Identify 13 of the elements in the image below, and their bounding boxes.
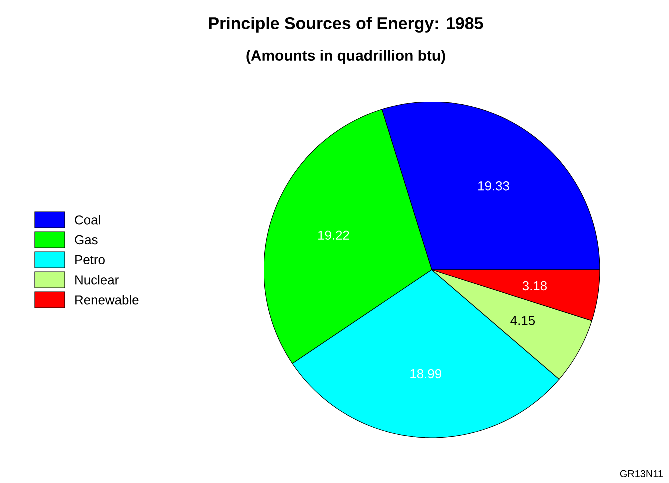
data-label: 18.99 xyxy=(410,369,442,379)
data-label: 19.22 xyxy=(318,230,350,240)
data-label: 4.15 xyxy=(510,316,536,326)
legend-label: Coal xyxy=(75,215,100,225)
data-label: 19.33 xyxy=(478,182,510,191)
legend-label: Nuclear xyxy=(76,275,119,285)
text: GR13N11 xyxy=(620,470,664,478)
legend-label: Gas xyxy=(75,235,98,245)
legend-label: Renewable xyxy=(76,295,139,305)
data-label: 3.18 xyxy=(522,281,547,291)
legend-label: Petro xyxy=(76,255,105,265)
chart-subtitle: (Amounts in quadrillion btu) xyxy=(246,50,446,64)
chart-title: Principle Sources of Energy: 1985 xyxy=(209,17,484,33)
